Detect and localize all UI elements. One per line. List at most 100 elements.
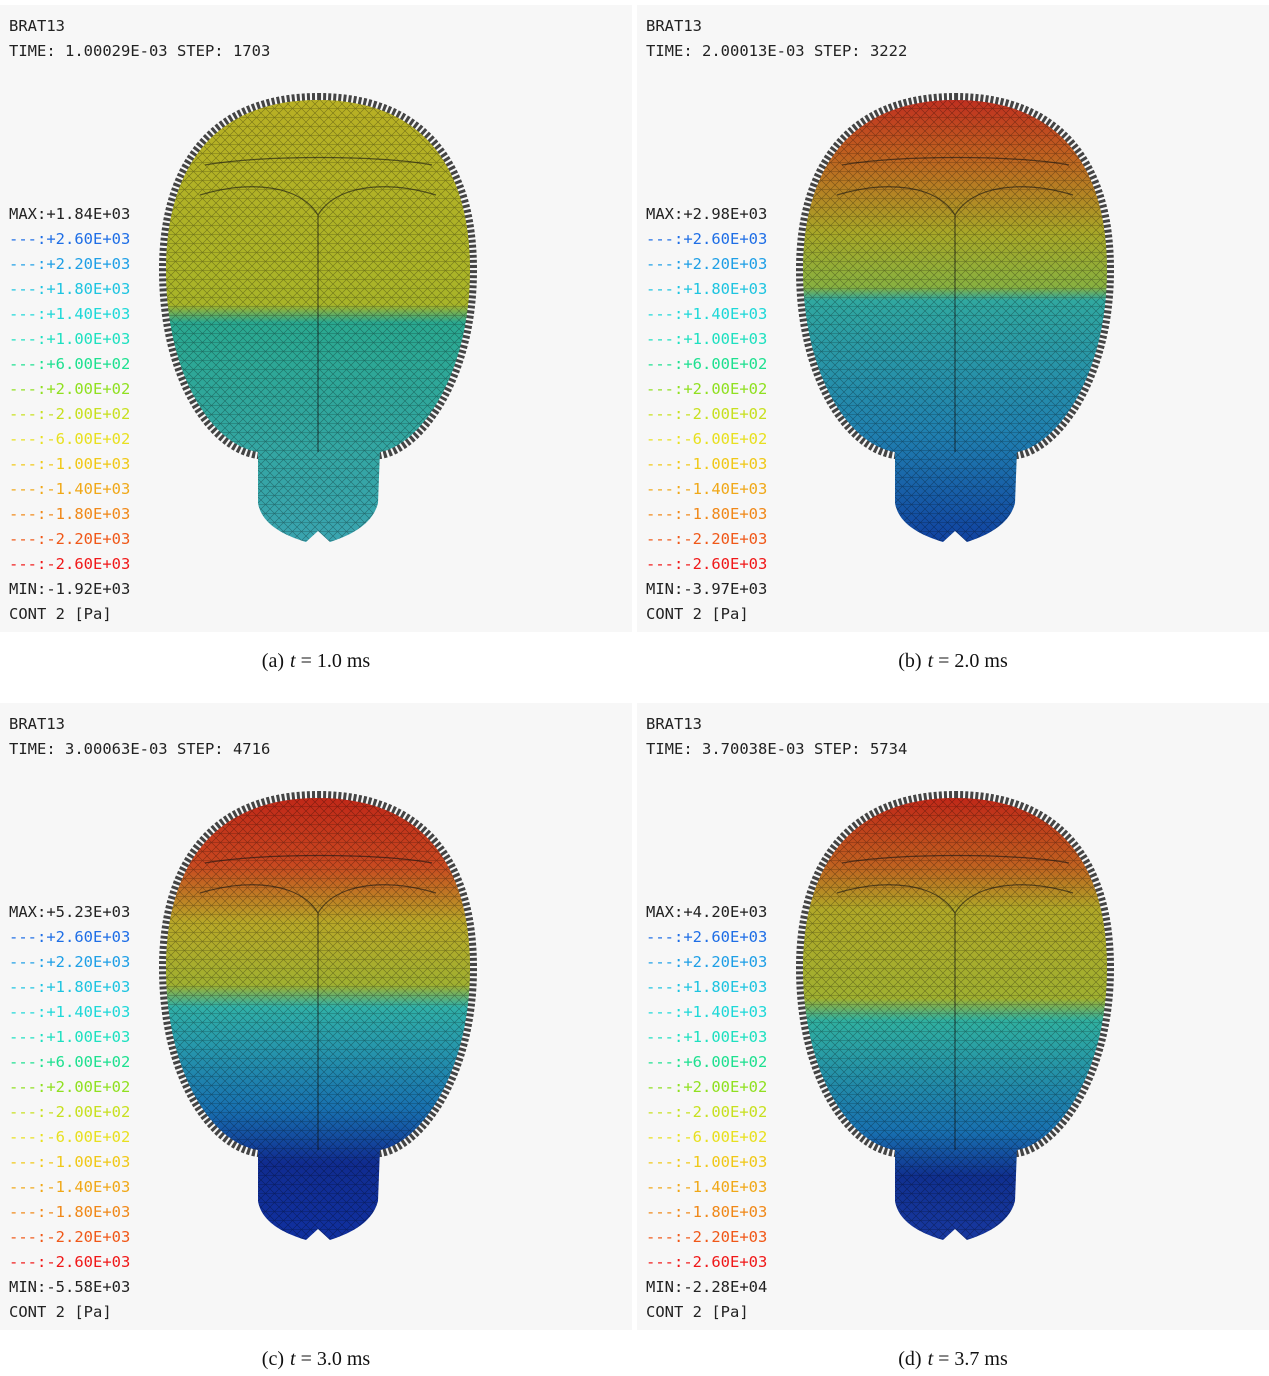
legend-level: ---:-2.00E+02: [9, 405, 130, 423]
brain-model: [795, 92, 1115, 542]
legend-level: ---:-1.00E+03: [9, 1153, 130, 1171]
legend-level: ---:+1.00E+03: [646, 1028, 767, 1046]
caption-value: = 1.0 ms: [296, 650, 371, 672]
legend-level: ---:+1.80E+03: [646, 280, 767, 298]
legend-level: ---:-2.60E+03: [646, 555, 767, 573]
title: BRAT13: [9, 17, 65, 35]
legend-level: ---:-1.40E+03: [9, 480, 130, 498]
legend-level: ---:-1.80E+03: [646, 505, 767, 523]
caption-value: = 3.0 ms: [296, 1348, 371, 1370]
legend-level: ---:-2.00E+02: [646, 405, 767, 423]
legend-level: ---:+1.00E+03: [646, 330, 767, 348]
fissure: [836, 854, 1074, 1150]
unit-label: CONT 2 [Pa]: [9, 1303, 112, 1321]
min-label: MIN:-1.92E+03: [9, 580, 130, 598]
title: BRAT13: [646, 715, 702, 733]
caption-variable: t: [290, 1348, 296, 1370]
legend-level: ---:-2.00E+02: [9, 1103, 130, 1121]
legend-level: ---:+2.60E+03: [646, 928, 767, 946]
caption-value: = 3.7 ms: [933, 1348, 1008, 1370]
legend-level: ---:+1.80E+03: [9, 978, 130, 996]
legend-level: ---:-2.60E+03: [9, 1253, 130, 1271]
unit-label: CONT 2 [Pa]: [646, 1303, 749, 1321]
caption-label: (c): [262, 1348, 284, 1370]
legend-level: ---:-2.60E+03: [9, 555, 130, 573]
legend-level: ---:+6.00E+02: [646, 355, 767, 373]
caption-value: = 2.0 ms: [933, 650, 1008, 672]
legend-level: ---:-1.00E+03: [646, 1153, 767, 1171]
legend-level: ---:-1.80E+03: [646, 1203, 767, 1221]
legend-level: ---:-1.80E+03: [9, 505, 130, 523]
legend-level: ---:-6.00E+02: [646, 430, 767, 448]
title: BRAT13: [646, 17, 702, 35]
legend-level: ---:-1.00E+03: [9, 455, 130, 473]
legend-level: ---:-2.20E+03: [9, 530, 130, 548]
legend-level: ---:+2.20E+03: [9, 255, 130, 273]
unit-label: CONT 2 [Pa]: [9, 605, 112, 623]
fissure: [836, 156, 1074, 452]
legend-level: ---:-6.00E+02: [9, 1128, 130, 1146]
fissure: [199, 854, 437, 1150]
brain-model: [795, 790, 1115, 1240]
fissure: [199, 156, 437, 452]
legend-level: ---:+2.60E+03: [9, 230, 130, 248]
caption: (c) t = 3.0 ms: [262, 1348, 371, 1370]
legend-level: ---:+2.20E+03: [646, 255, 767, 273]
legend-level: ---:-6.00E+02: [9, 430, 130, 448]
caption-label: (b): [898, 650, 921, 672]
legend-level: ---:-6.00E+02: [646, 1128, 767, 1146]
brain-model: [158, 92, 478, 542]
legend-level: ---:+6.00E+02: [9, 355, 130, 373]
legend-level: ---:+2.00E+02: [9, 380, 130, 398]
panel: BRAT13 TIME: 3.00063E-03 STEP: 4716 MAX:+5…: [0, 703, 632, 1330]
legend-level: ---:+1.80E+03: [9, 280, 130, 298]
max-label: MAX:+5.23E+03: [9, 903, 130, 921]
min-label: MIN:-3.97E+03: [646, 580, 767, 598]
legend-level: ---:-2.20E+03: [646, 530, 767, 548]
panel: BRAT13 TIME: 1.00029E-03 STEP: 1703 MAX:+1…: [0, 5, 632, 632]
max-label: MAX:+2.98E+03: [646, 205, 767, 223]
legend-level: ---:+1.40E+03: [646, 305, 767, 323]
caption: (a) t = 1.0 ms: [262, 650, 371, 672]
legend-level: ---:+2.60E+03: [646, 230, 767, 248]
caption: (d) t = 3.7 ms: [898, 1348, 1008, 1370]
legend-level: ---:+2.00E+02: [646, 380, 767, 398]
legend-level: ---:+1.40E+03: [646, 1003, 767, 1021]
time-step: TIME: 3.00063E-03 STEP: 4716: [9, 740, 270, 758]
title: BRAT13: [9, 715, 65, 733]
caption-variable: t: [928, 1348, 934, 1370]
legend-level: ---:+2.00E+02: [646, 1078, 767, 1096]
caption-variable: t: [290, 650, 296, 672]
caption: (b) t = 2.0 ms: [898, 650, 1008, 672]
legend-level: ---:-1.40E+03: [9, 1178, 130, 1196]
legend-level: ---:+1.40E+03: [9, 1003, 130, 1021]
legend-level: ---:+1.00E+03: [9, 330, 130, 348]
max-label: MAX:+4.20E+03: [646, 903, 767, 921]
unit-label: CONT 2 [Pa]: [646, 605, 749, 623]
legend-level: ---:+2.00E+02: [9, 1078, 130, 1096]
legend-level: ---:+6.00E+02: [9, 1053, 130, 1071]
time-step: TIME: 2.00013E-03 STEP: 3222: [646, 42, 907, 60]
legend-level: ---:-2.20E+03: [9, 1228, 130, 1246]
legend-level: ---:+1.40E+03: [9, 305, 130, 323]
legend-level: ---:-2.20E+03: [646, 1228, 767, 1246]
legend-level: ---:-2.00E+02: [646, 1103, 767, 1121]
legend-level: ---:+1.00E+03: [9, 1028, 130, 1046]
time-step: TIME: 1.00029E-03 STEP: 1703: [9, 42, 270, 60]
brain-model: [158, 790, 478, 1240]
legend-level: ---:-2.60E+03: [646, 1253, 767, 1271]
min-label: MIN:-2.28E+04: [646, 1278, 767, 1296]
legend-level: ---:+2.60E+03: [9, 928, 130, 946]
max-label: MAX:+1.84E+03: [9, 205, 130, 223]
legend-level: ---:+6.00E+02: [646, 1053, 767, 1071]
legend-level: ---:+2.20E+03: [646, 953, 767, 971]
panel: BRAT13 TIME: 3.70038E-03 STEP: 5734 MAX:+4…: [637, 703, 1269, 1330]
time-step: TIME: 3.70038E-03 STEP: 5734: [646, 740, 907, 758]
min-label: MIN:-5.58E+03: [9, 1278, 130, 1296]
caption-label: (d): [898, 1348, 921, 1370]
legend-level: ---:-1.00E+03: [646, 455, 767, 473]
legend-level: ---:+2.20E+03: [9, 953, 130, 971]
panel: BRAT13 TIME: 2.00013E-03 STEP: 3222 MAX:+2…: [637, 5, 1269, 632]
